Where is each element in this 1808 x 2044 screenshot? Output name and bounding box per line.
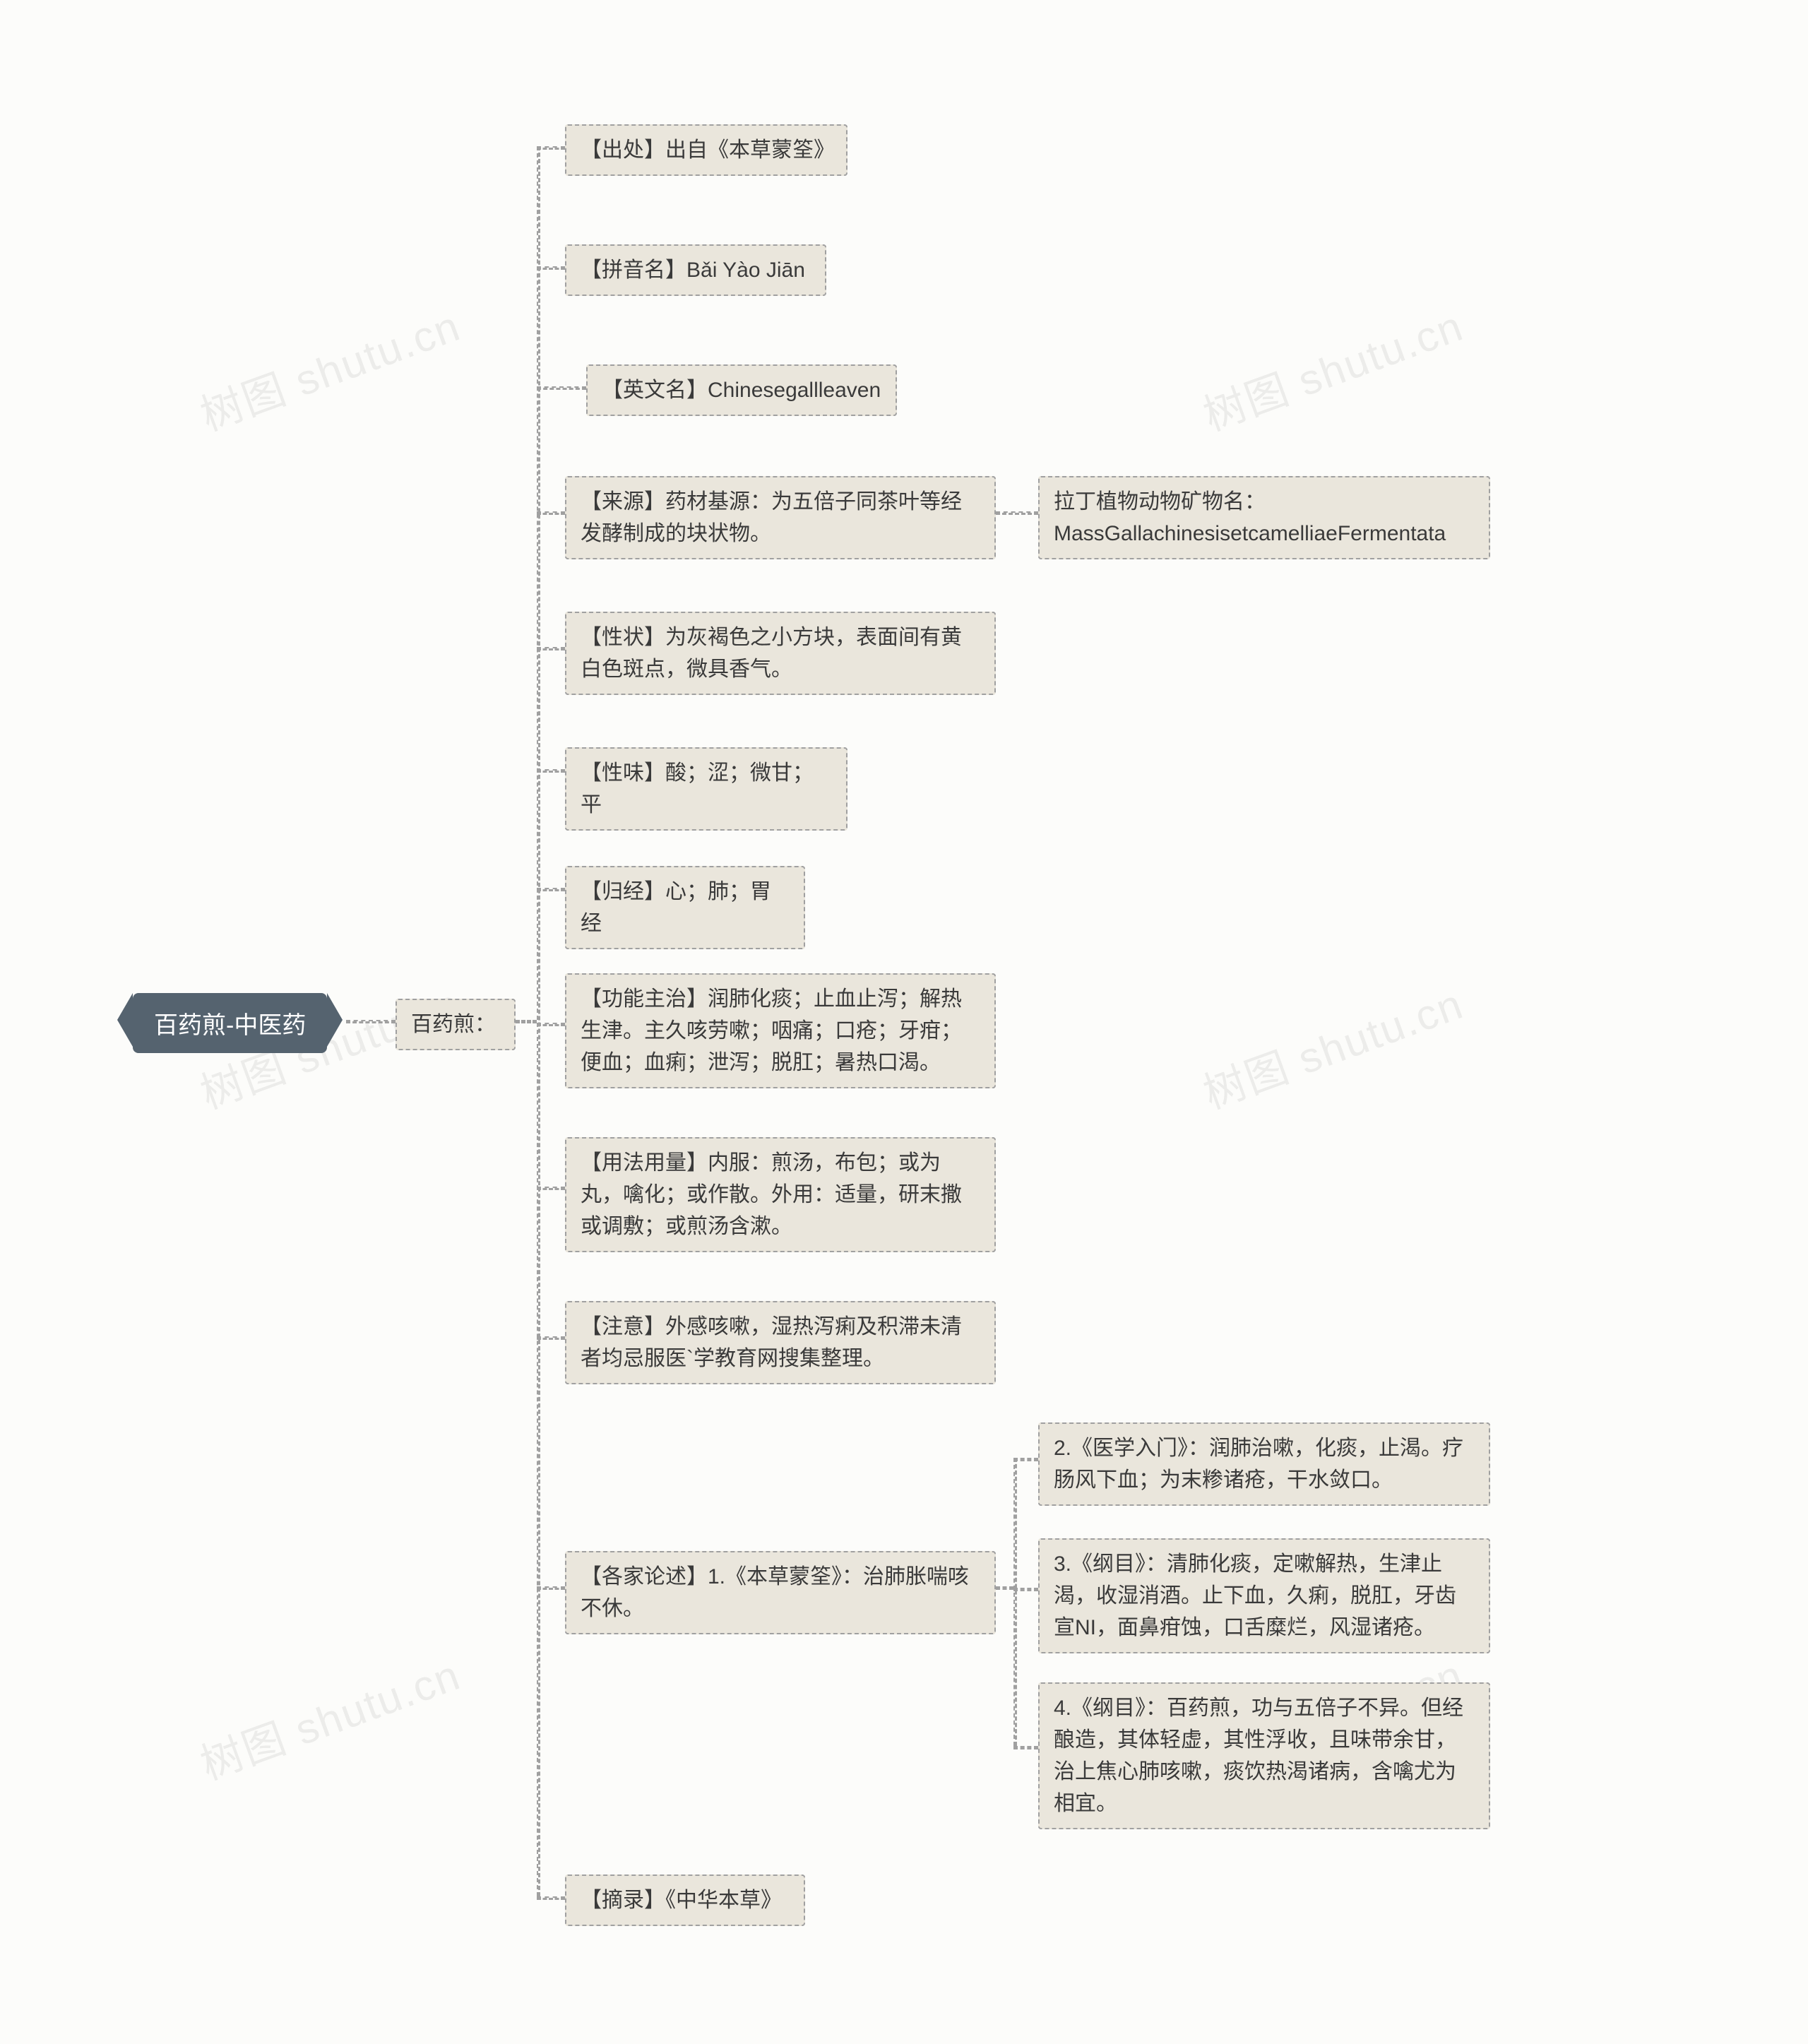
- connector: [346, 1020, 396, 1023]
- connector: [537, 647, 565, 650]
- watermark: 树图 shutu.cn: [191, 1641, 468, 1792]
- connector: [537, 769, 565, 773]
- connector: [537, 888, 565, 891]
- node-yongfa[interactable]: 【用法用量】内服：煎汤，布包；或为丸，噙化；或作散。外用：适量，研末撒或调敷；或…: [565, 1137, 996, 1252]
- node-gejia-2[interactable]: 2.《医学入门》：润肺治嗽，化痰，止渴。疗肠风下血；为末糁诸疮，干水敛口。: [1038, 1422, 1490, 1506]
- node-gejia-4[interactable]: 4.《纲目》：百药煎，功与五倍子不异。但经酿造，其体轻虚，其性浮收，且味带余甘，…: [1038, 1682, 1490, 1829]
- watermark: 树图 shutu.cn: [1194, 292, 1470, 443]
- connector: [1013, 1458, 1017, 1746]
- connector: [537, 511, 565, 515]
- connector: [1013, 1746, 1038, 1749]
- node-guijing[interactable]: 【归经】心；肺；胃经: [565, 866, 805, 949]
- node-gejia[interactable]: 【各家论述】1.《本草蒙筌》：治肺胀喘咳不休。: [565, 1551, 996, 1634]
- connector: [537, 1023, 565, 1026]
- node-xingwei[interactable]: 【性味】酸；涩；微甘；平: [565, 747, 848, 831]
- connector: [537, 1896, 565, 1900]
- connector: [537, 1336, 565, 1340]
- connector: [996, 1586, 1013, 1590]
- node-pinyin[interactable]: 【拼音名】Bǎi Yào Jiān: [565, 244, 826, 296]
- connector: [516, 1020, 537, 1023]
- node-zhuyi[interactable]: 【注意】外感咳嗽，湿热泻痢及积滞未清者均忌服医`学教育网搜集整理。: [565, 1301, 996, 1384]
- node-gejia-3[interactable]: 3.《纲目》：清肺化痰，定嗽解热，生津止渴，收湿消酒。止下血，久痢，脱肛，牙齿宣…: [1038, 1538, 1490, 1653]
- level1-node[interactable]: 百药煎：: [396, 999, 516, 1050]
- connector: [537, 146, 540, 1896]
- connector: [1013, 1588, 1038, 1591]
- connector: [537, 1187, 565, 1190]
- node-zhailu[interactable]: 【摘录】《中华本草》: [565, 1874, 805, 1926]
- watermark: 树图 shutu.cn: [1194, 970, 1470, 1121]
- root-node[interactable]: 百药煎-中医药: [133, 993, 327, 1053]
- node-laiyuan[interactable]: 【来源】药材基源：为五倍子同茶叶等经发酵制成的块状物。: [565, 476, 996, 559]
- connector: [1013, 1458, 1038, 1461]
- node-gongneng[interactable]: 【功能主治】润肺化痰；止血止泻；解热生津。主久咳劳嗽；咽痛；口疮；牙疳；便血；血…: [565, 973, 996, 1088]
- watermark: 树图 shutu.cn: [191, 292, 468, 443]
- node-english[interactable]: 【英文名】Chinesegallleaven: [586, 364, 897, 416]
- connector: [537, 386, 586, 390]
- node-latin[interactable]: 拉丁植物动物矿物名：MassGallachinesisetcamelliaeFe…: [1038, 476, 1490, 559]
- connector: [996, 511, 1038, 515]
- node-chuchu[interactable]: 【出处】出自《本草蒙筌》: [565, 124, 848, 176]
- node-xingzhuang[interactable]: 【性状】为灰褐色之小方块，表面间有黄白色斑点，微具香气。: [565, 612, 996, 695]
- connector: [537, 1586, 565, 1590]
- connector: [537, 266, 565, 270]
- connector: [537, 146, 565, 150]
- mindmap-canvas: 树图 shutu.cn 树图 shutu.cn 树图 shutu.cn 树图 s…: [0, 0, 1808, 2044]
